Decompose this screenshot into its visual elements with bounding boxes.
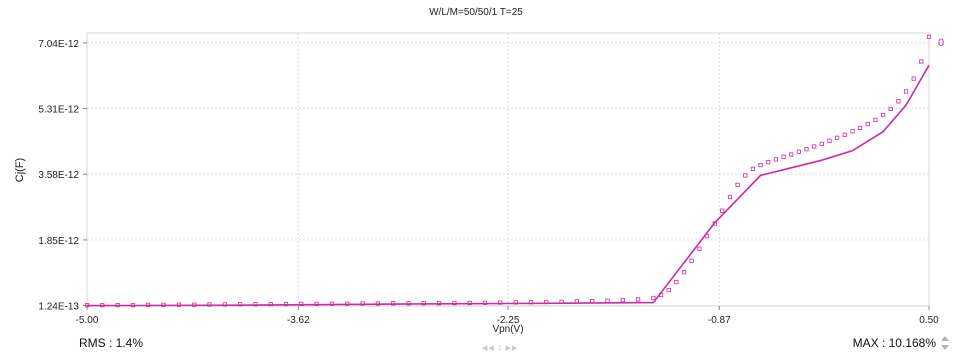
data-point-33 bbox=[590, 298, 595, 304]
data-point-70 bbox=[903, 89, 909, 94]
data-point-0 bbox=[84, 303, 90, 308]
data-point-53 bbox=[773, 157, 779, 162]
data-point-30 bbox=[544, 299, 549, 305]
data-point-67 bbox=[881, 112, 886, 118]
data-point-3 bbox=[130, 302, 135, 308]
data-point-16 bbox=[329, 301, 335, 306]
data-point-37 bbox=[651, 295, 656, 301]
x-axis-label: Vpn(V) bbox=[492, 324, 523, 335]
data-point-52 bbox=[766, 159, 771, 165]
data-point-69 bbox=[896, 99, 901, 104]
data-point-23 bbox=[436, 301, 442, 306]
data-point-57 bbox=[804, 147, 809, 152]
data-point-20 bbox=[391, 301, 396, 306]
y-axis: 1.24E-13 1.85E-12 3.58E-12 5.31E-12 7.04E-12 bbox=[38, 39, 87, 312]
grid bbox=[86, 33, 930, 306]
data-point-32 bbox=[574, 299, 580, 304]
data-point-65 bbox=[865, 122, 870, 127]
data-point-21 bbox=[406, 301, 411, 306]
data-point-14 bbox=[299, 301, 304, 307]
data-point-11 bbox=[253, 302, 258, 307]
data-point-55 bbox=[789, 152, 794, 157]
data-point-5 bbox=[161, 302, 166, 308]
data-point-6 bbox=[176, 302, 181, 307]
data-point-49 bbox=[743, 173, 748, 178]
data-point-50 bbox=[750, 166, 756, 171]
y-tick-label-2: 3.58E-12 bbox=[38, 170, 79, 181]
data-point-66 bbox=[873, 117, 878, 122]
data-point-28 bbox=[513, 300, 518, 305]
x-tick-label-3: -0.87 bbox=[708, 315, 731, 326]
data-point-15 bbox=[314, 301, 319, 307]
rms-label: RMS : 1.4% bbox=[79, 336, 144, 350]
data-point-43 bbox=[697, 246, 702, 251]
y-tick-label-3: 5.31E-12 bbox=[38, 105, 79, 116]
y-tick-label-1: 1.85E-12 bbox=[38, 236, 79, 247]
data-point-1 bbox=[100, 303, 105, 308]
data-point-27 bbox=[498, 300, 503, 305]
data-point-40 bbox=[674, 279, 679, 285]
x-tick-label-2: -2.25 bbox=[497, 315, 520, 326]
data-point-59 bbox=[819, 141, 824, 146]
data-point-8 bbox=[207, 302, 212, 307]
data-point-71 bbox=[911, 76, 916, 81]
data-point-12 bbox=[268, 301, 273, 307]
max-label: MAX : 10.168% bbox=[852, 336, 936, 350]
data-point-34 bbox=[605, 298, 610, 303]
x-tick-label-0: -5.00 bbox=[76, 315, 99, 326]
data-point-63 bbox=[850, 129, 855, 134]
data-point-61 bbox=[835, 135, 840, 140]
data-point-68 bbox=[888, 106, 893, 111]
data-point-47 bbox=[727, 194, 733, 200]
y-tick-label-0: 1.24E-13 bbox=[38, 301, 79, 312]
scroll-arrows-icon[interactable] bbox=[940, 335, 950, 351]
data-point-2 bbox=[115, 302, 120, 308]
series-layer bbox=[84, 34, 932, 308]
x-axis: -5.00 -3.62 -2.25 -0.87 0.50 bbox=[76, 306, 939, 326]
data-point-48 bbox=[735, 182, 740, 187]
data-point-17 bbox=[345, 301, 350, 306]
data-point-4 bbox=[146, 302, 151, 308]
data-point-62 bbox=[842, 132, 847, 137]
x-tick-label-4: 0.50 bbox=[919, 315, 939, 326]
data-point-60 bbox=[827, 138, 832, 143]
data-point-22 bbox=[421, 301, 426, 306]
cv-chart: W/L/M=50/50/1 T=25 1.24E-13 1.85E-12 3.58E… bbox=[14, 7, 944, 335]
legend-entry-0: 0 bbox=[938, 37, 944, 49]
data-point-13 bbox=[283, 301, 289, 307]
data-point-39 bbox=[666, 287, 671, 293]
data-point-24 bbox=[452, 300, 457, 306]
data-point-51 bbox=[758, 162, 763, 168]
data-point-64 bbox=[858, 125, 863, 130]
data-point-7 bbox=[192, 302, 197, 307]
data-point-41 bbox=[682, 270, 687, 275]
data-point-26 bbox=[482, 300, 488, 305]
data-point-42 bbox=[689, 258, 694, 263]
data-point-45 bbox=[712, 221, 717, 226]
y-tick-label-4: 7.04E-12 bbox=[38, 39, 79, 50]
data-point-31 bbox=[559, 299, 564, 304]
data-point-38 bbox=[659, 292, 664, 298]
pager[interactable]: ◀◀ 1 ▶▶ bbox=[482, 345, 519, 352]
data-point-29 bbox=[528, 300, 534, 305]
y-axis-label: Cj(F) bbox=[14, 158, 26, 182]
chart-title: W/L/M=50/50/1 T=25 bbox=[429, 7, 523, 18]
data-point-9 bbox=[222, 302, 227, 307]
data-point-54 bbox=[781, 154, 786, 159]
data-point-10 bbox=[237, 302, 243, 307]
data-point-44 bbox=[704, 233, 710, 239]
data-point-73 bbox=[926, 34, 932, 39]
series-line-0 bbox=[86, 64, 930, 307]
data-point-18 bbox=[360, 301, 365, 306]
data-point-58 bbox=[812, 144, 817, 149]
data-point-36 bbox=[636, 297, 641, 302]
data-point-19 bbox=[375, 301, 381, 306]
data-point-25 bbox=[467, 300, 472, 306]
data-point-46 bbox=[720, 208, 725, 213]
data-point-35 bbox=[620, 297, 625, 303]
data-point-56 bbox=[796, 149, 802, 154]
data-point-72 bbox=[919, 59, 924, 64]
x-tick-label-1: -3.62 bbox=[287, 315, 310, 326]
